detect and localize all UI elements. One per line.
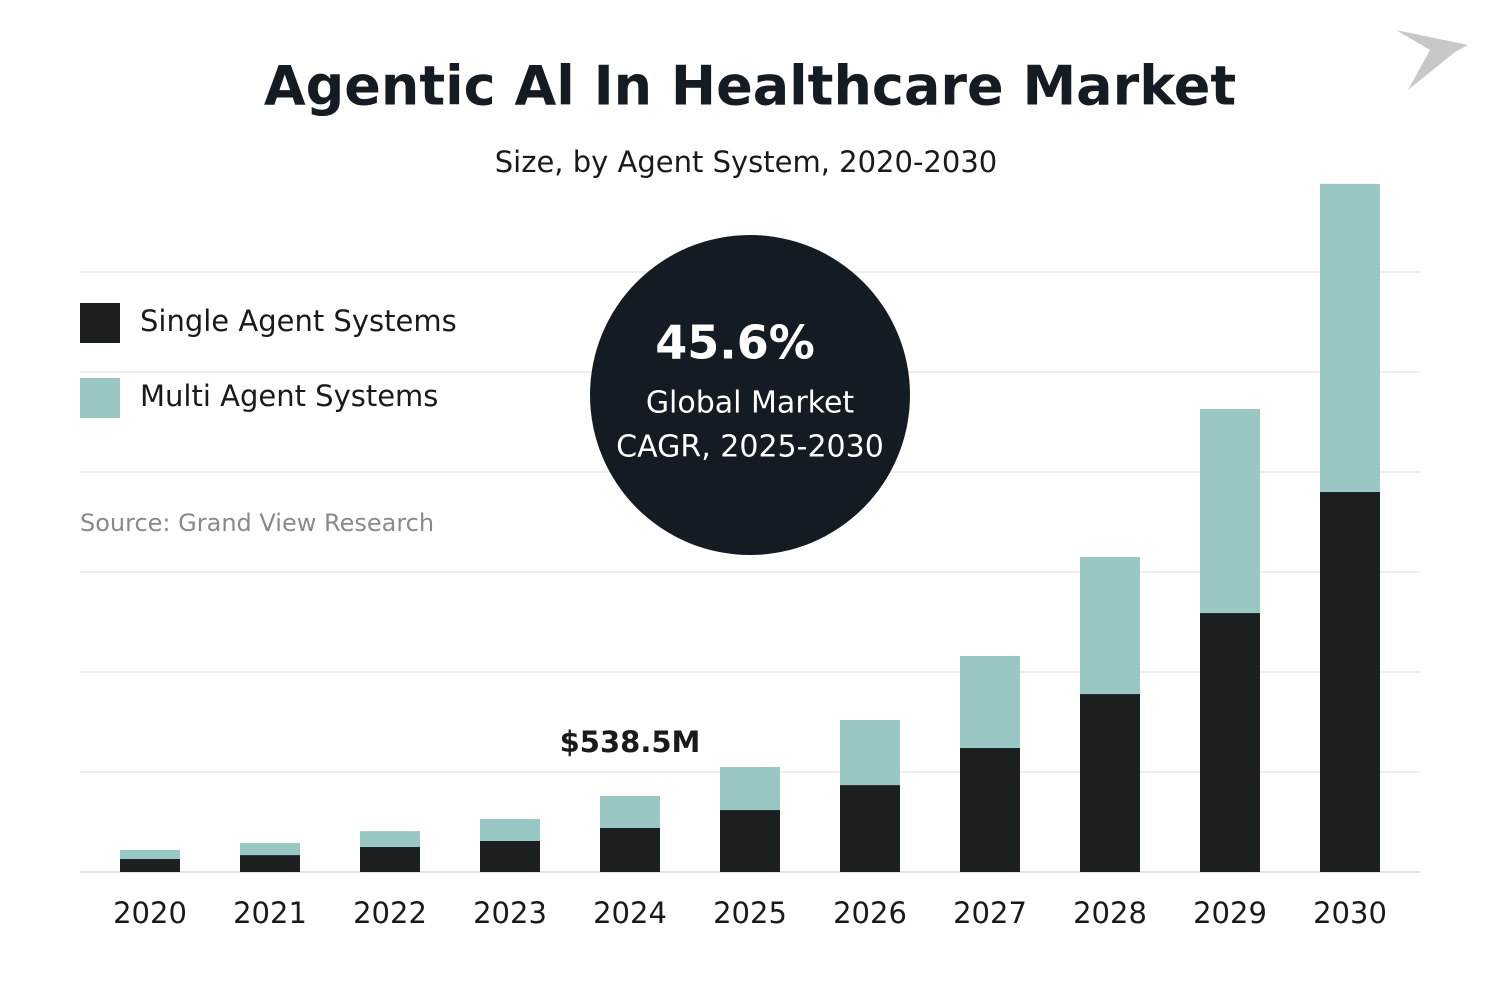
bar-segment bbox=[480, 840, 540, 872]
x-tick-label: 2023 bbox=[473, 896, 547, 930]
bar-segment bbox=[600, 827, 660, 872]
callout-text: CAGR, 2025-2030 bbox=[616, 430, 884, 465]
bar-segment bbox=[720, 767, 780, 811]
legend-label: Multi Agent Systems bbox=[140, 379, 438, 413]
x-tick-label: 2021 bbox=[233, 896, 307, 930]
bar-segment bbox=[1320, 183, 1380, 492]
x-tick-label: 2029 bbox=[1193, 896, 1267, 930]
x-tick-label: 2027 bbox=[953, 896, 1027, 930]
value-label: $538.5M bbox=[560, 725, 701, 759]
bar-segment bbox=[240, 855, 300, 872]
bar-segment bbox=[1320, 491, 1380, 872]
bar-segment bbox=[240, 843, 300, 856]
bar-segment bbox=[1200, 408, 1260, 614]
x-tick-label: 2025 bbox=[713, 896, 787, 930]
chart-title: Agentic Al In Healthcare Market bbox=[264, 55, 1236, 118]
callout-text: Global Market bbox=[646, 386, 855, 421]
bar-segment bbox=[960, 655, 1020, 748]
bar-segment bbox=[480, 818, 540, 841]
x-tick-label: 2030 bbox=[1313, 896, 1387, 930]
bar-segment bbox=[960, 747, 1020, 872]
bar-segment bbox=[1080, 694, 1140, 872]
bar-segment bbox=[840, 785, 900, 872]
legend-swatch bbox=[80, 378, 120, 418]
x-tick-label: 2024 bbox=[593, 896, 667, 930]
x-tick-label: 2028 bbox=[1073, 896, 1147, 930]
bar-segment bbox=[360, 847, 420, 872]
bar-segment bbox=[1200, 613, 1260, 872]
bar-segment bbox=[1080, 557, 1140, 695]
bar-segment bbox=[720, 810, 780, 872]
x-tick-label: 2022 bbox=[353, 896, 427, 930]
bar-segment bbox=[120, 849, 180, 860]
bar-segment bbox=[840, 720, 900, 786]
logo bbox=[1396, 30, 1468, 90]
source: Source: Grand View Research bbox=[80, 509, 434, 537]
callout-circle bbox=[590, 235, 910, 555]
bar-segment bbox=[120, 859, 180, 872]
chart-subtitle: Size, by Agent System, 2020-2030 bbox=[495, 145, 997, 179]
bar-segment bbox=[360, 831, 420, 848]
bar-segment bbox=[600, 796, 660, 828]
legend-label: Single Agent Systems bbox=[140, 304, 457, 338]
callout-value: 45.6% bbox=[655, 316, 815, 370]
legend-swatch bbox=[80, 303, 120, 343]
x-tick-label: 2020 bbox=[113, 896, 187, 930]
x-tick-label: 2026 bbox=[833, 896, 907, 930]
